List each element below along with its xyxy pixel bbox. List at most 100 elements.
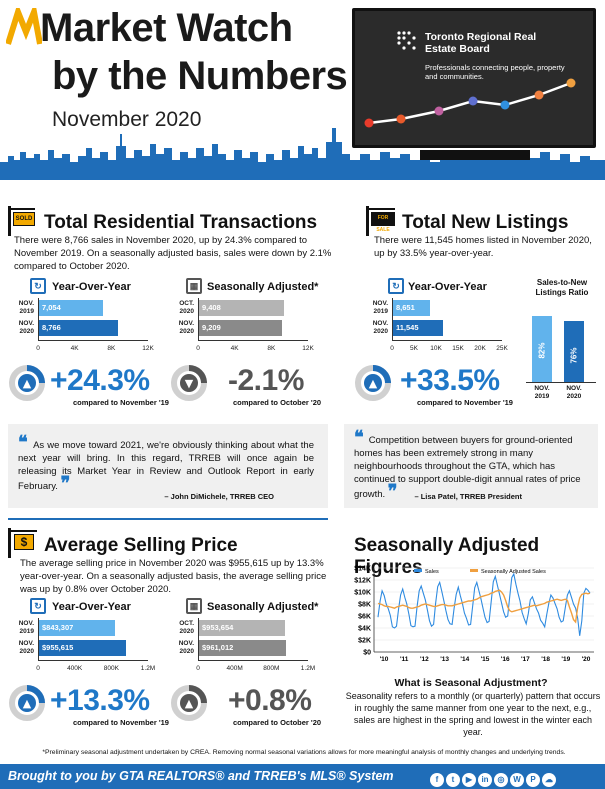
bar-label: OCT. 2020	[179, 300, 194, 315]
trx-yoy-pct: +24.3%	[50, 364, 150, 397]
svg-text:▲: ▲	[185, 697, 194, 710]
listings-yoy-chart: NOV. 2019 8,651 NOV. 2020 11,545 0 5K 10K 15K 20K 2…	[362, 298, 512, 358]
x-tick-label: '20	[582, 656, 591, 663]
tick-label: 4K	[230, 345, 239, 352]
price-yoy-heading: Year-Over-Year	[52, 601, 131, 613]
trx-sa-heading: Seasonally Adjusted*	[207, 281, 319, 293]
tick-label: 10K	[430, 345, 442, 352]
bar: $961,012	[198, 640, 287, 656]
tick-label: 8K	[267, 345, 276, 352]
youtube-icon[interactable]: ▶	[462, 773, 476, 787]
bar: 8,651	[392, 300, 431, 316]
section-title-listings: Total New Listings	[402, 212, 569, 233]
arrow-up-icon: ▲	[171, 685, 207, 721]
y-tick-label: $4K	[358, 626, 371, 633]
bar-label: NOV. 2019	[18, 620, 34, 635]
page-title-line1: Market Watch	[40, 6, 293, 50]
bar-label: NOV. 2020	[18, 640, 34, 655]
calendar-icon: ↻	[388, 278, 404, 294]
brand-name: Toronto Regional Real Estate Board	[425, 31, 537, 55]
instagram-icon[interactable]: ◎	[494, 773, 508, 787]
bar: 9,408	[198, 300, 285, 316]
section-title-sa-figures: Seasonally Adjusted Figures	[354, 535, 540, 578]
x-tick-label: '14	[460, 656, 469, 663]
page-title-line2: by the Numbers	[52, 54, 348, 98]
logo-chevron-icon	[6, 8, 42, 45]
tick-label: 0	[196, 345, 200, 352]
header: Market Watch by the Numbers November 202…	[0, 0, 605, 180]
x-tick-label: '19	[561, 656, 570, 663]
x-tick-label: '10	[380, 656, 389, 663]
twitter-icon[interactable]: t	[446, 773, 460, 787]
x-tick-label: '17	[521, 656, 530, 663]
axis-line	[38, 298, 39, 340]
pinterest-icon[interactable]: P	[526, 773, 540, 787]
ratio-value: 82%	[537, 342, 547, 359]
price-sa-compared: compared to October '20	[233, 718, 322, 727]
monitor-stand	[420, 150, 530, 160]
bar: $953,654	[198, 620, 286, 636]
listings-yoy-gauge: ▲	[354, 364, 392, 407]
brand-logo-icon	[395, 29, 419, 53]
price-yoy-gauge: ▲	[8, 684, 46, 727]
trx-yoy-chart: NOV. 2019 7,054 NOV. 2020 8,766 0 4K 8K 12K	[8, 298, 158, 358]
bar-label: NOV. 2020	[178, 320, 194, 335]
wordpress-icon[interactable]: W	[510, 773, 524, 787]
trx-sa-gauge: ▼	[170, 364, 208, 407]
price-sa-gauge: ▲	[170, 684, 208, 727]
tick-label: 25K	[496, 345, 508, 352]
bar-label: NOV. 2019	[372, 300, 388, 315]
linkedin-icon[interactable]: in	[478, 773, 492, 787]
soundcloud-icon[interactable]: ☁	[542, 773, 556, 787]
divider	[8, 518, 328, 520]
y-tick-label: $10K	[354, 590, 371, 597]
section-title-transactions: Total Residential Transactions	[44, 212, 318, 233]
arrow-up-icon: ▲	[9, 685, 45, 721]
ceo-quote: ❝ As we move toward 2021, we're obviousl…	[18, 432, 314, 493]
tick-label: 1.2M	[300, 665, 316, 672]
tick-label: 800M	[263, 665, 280, 672]
calendar-icon: ▦	[186, 598, 202, 614]
axis-line	[198, 340, 308, 341]
calendar-icon: ↻	[30, 598, 46, 614]
bar-label: NOV. 2020	[178, 640, 194, 655]
legend-label: Sales	[425, 569, 439, 575]
axis-line	[526, 382, 596, 383]
svg-text:▲: ▲	[23, 377, 32, 390]
listings-yoy-compared: compared to November '19	[417, 398, 513, 407]
price-sa-heading: Seasonally Adjusted*	[207, 601, 319, 613]
bar-label: NOV. 2020	[18, 320, 34, 335]
x-tick-label: '13	[440, 656, 449, 663]
ratio-label: NOV. 2019	[534, 385, 550, 400]
footnote: *Preliminary seasonal adjustment underta…	[42, 749, 566, 756]
legend-swatch	[470, 569, 478, 572]
tick-label: 0	[36, 345, 40, 352]
footer-bar: Brought to you by GTA REALTORS® and TRRE…	[0, 764, 605, 789]
legend-swatch	[414, 569, 422, 572]
sa-line-chart: $0 $2K $4K $6K $8K $10K $12K $14K '10 '11 '12 '13 '1…	[354, 566, 594, 663]
price-yoy-pct: +13.3%	[50, 684, 150, 717]
facebook-icon[interactable]: f	[430, 773, 444, 787]
svg-text:▲: ▲	[23, 697, 32, 710]
y-tick-label: $0	[363, 650, 371, 657]
price-sa-chart: OCT. 2020 $953,654 NOV. 2020 $961,012 0 400M 800…	[168, 618, 318, 678]
tick-label: 20K	[474, 345, 486, 352]
tick-label: 800K	[103, 665, 119, 672]
x-tick-label: '12	[420, 656, 429, 663]
bar: $955,615	[38, 640, 126, 656]
axis-line	[38, 660, 148, 661]
president-quote-author: – Lisa Patel, TRREB President	[414, 492, 522, 501]
svg-text:▼: ▼	[185, 377, 194, 390]
bar: 9,209	[198, 320, 283, 336]
ratio-heading: Sales-to-New Listings Ratio	[535, 278, 589, 297]
axis-line	[198, 618, 199, 660]
tick-label: 15K	[452, 345, 464, 352]
trx-sa-chart: OCT. 2020 9,408 NOV. 2020 9,209 0 4K 8K 12K	[168, 298, 318, 358]
series-line-sa-sales	[377, 589, 591, 624]
social-links: f t ▶ in ◎ W P ☁	[430, 769, 558, 787]
transactions-description: There were 8,766 sales in November 2020,…	[14, 235, 332, 272]
x-tick-label: '16	[501, 656, 510, 663]
bar-label: NOV. 2020	[372, 320, 388, 335]
legend-label: Seasonally Adjusted Sales	[481, 569, 546, 575]
bar: $843,307	[38, 620, 116, 636]
